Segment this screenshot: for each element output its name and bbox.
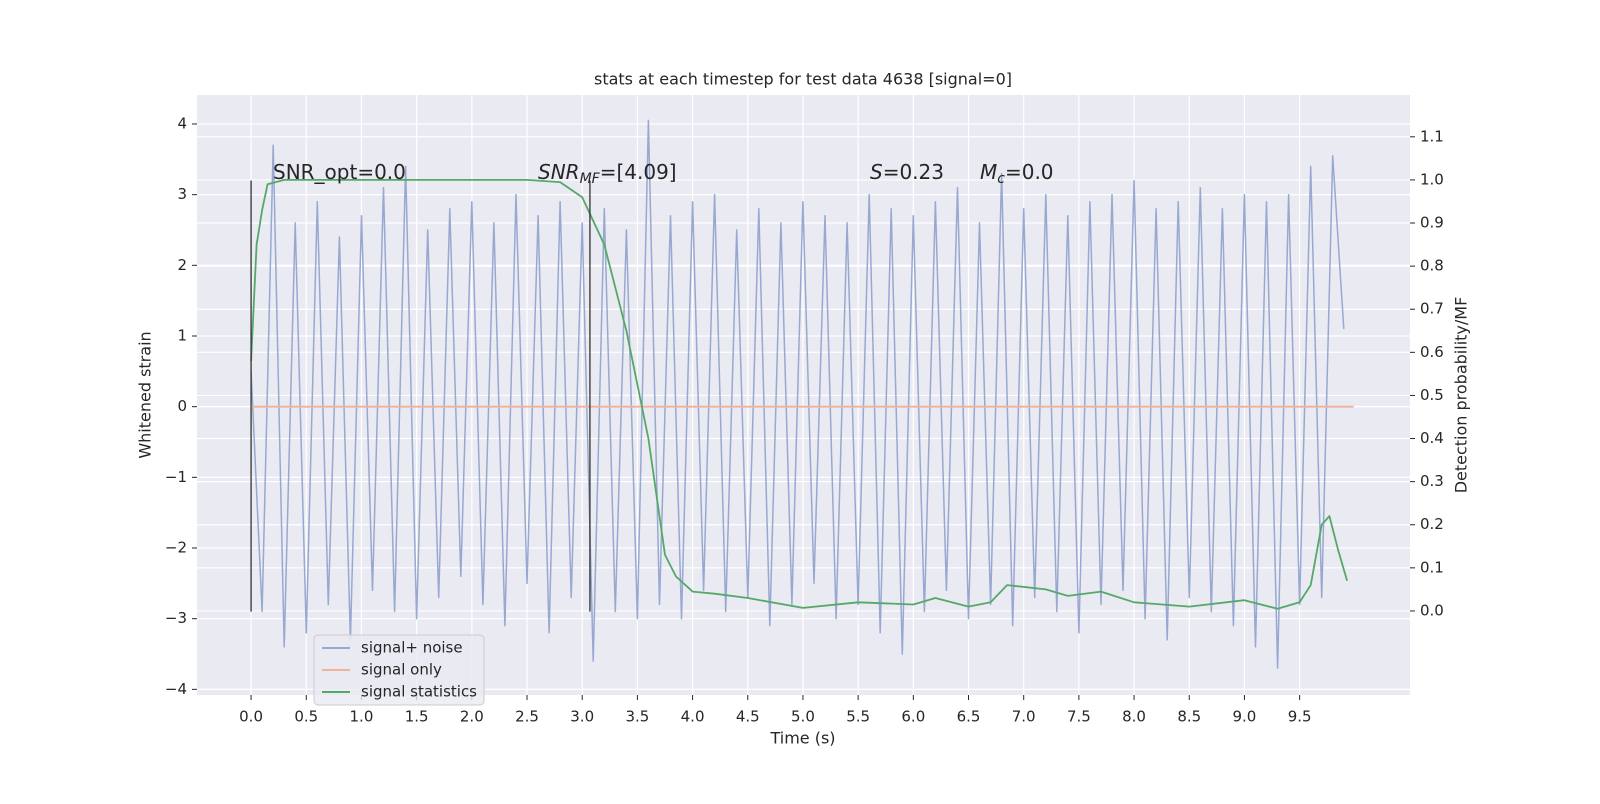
annotation-part: =0.23 bbox=[883, 160, 944, 184]
x-tick-label: 2.5 bbox=[515, 708, 539, 726]
x-tick-label: 7.0 bbox=[1012, 708, 1036, 726]
x-tick-label: 3.0 bbox=[570, 708, 594, 726]
annotation-part: S bbox=[870, 160, 883, 184]
y-tick-label: 1 bbox=[177, 326, 187, 344]
y-tick-label: 0 bbox=[177, 397, 187, 415]
legend-box bbox=[313, 634, 485, 706]
x-tick-label: 8.0 bbox=[1122, 708, 1146, 726]
annotation-part: M bbox=[980, 160, 997, 184]
y-tick-label: −4 bbox=[165, 680, 187, 698]
y-tick-label: −2 bbox=[165, 539, 187, 557]
x-tick-label: 2.0 bbox=[460, 708, 484, 726]
annotation-part: c bbox=[997, 171, 1005, 187]
x-tick-label: 9.5 bbox=[1288, 708, 1312, 726]
x-tick-label: 1.0 bbox=[350, 708, 374, 726]
x-tick-label: 4.5 bbox=[736, 708, 760, 726]
x-tick-label: 5.5 bbox=[846, 708, 870, 726]
annotation: S=0.23 bbox=[870, 160, 944, 184]
y2-tick-label: 0.7 bbox=[1420, 300, 1444, 318]
y2-axis-label: Detection probability/MF bbox=[1452, 297, 1471, 494]
y2-tick-label: 0.8 bbox=[1420, 257, 1444, 275]
annotation-part: SNR_opt=0.0 bbox=[273, 160, 406, 184]
y-tick-label: −1 bbox=[165, 468, 187, 486]
y-tick-label: 3 bbox=[177, 185, 187, 203]
x-tick-label: 7.5 bbox=[1067, 708, 1091, 726]
x-tick-label: 9.0 bbox=[1233, 708, 1257, 726]
annotation-part: MF bbox=[580, 171, 601, 187]
annotation: Mc=0.0 bbox=[980, 160, 1054, 188]
y2-tick-label: 0.5 bbox=[1420, 386, 1444, 404]
annotation: SNR_opt=0.0 bbox=[273, 160, 406, 184]
annotation-part: =[4.09] bbox=[600, 160, 677, 184]
x-tick-label: 6.0 bbox=[901, 708, 925, 726]
legend-label: signal only bbox=[361, 661, 442, 679]
legend-label: signal+ noise bbox=[361, 639, 463, 657]
x-tick-label: 3.5 bbox=[625, 708, 649, 726]
series-line bbox=[250, 179, 1348, 610]
y2-tick-label: 0.6 bbox=[1420, 343, 1444, 361]
y2-tick-label: 0.1 bbox=[1420, 558, 1444, 576]
x-tick-label: 6.5 bbox=[957, 708, 981, 726]
annotation-part: =0.0 bbox=[1005, 160, 1054, 184]
marks bbox=[250, 119, 1354, 669]
annotation-part: SNR bbox=[538, 160, 580, 184]
x-tick-label: 8.5 bbox=[1177, 708, 1201, 726]
y2-tick-label: 0.0 bbox=[1420, 601, 1444, 619]
y2-tick-label: 0.4 bbox=[1420, 429, 1444, 447]
y2-tick-label: 1.1 bbox=[1420, 127, 1444, 145]
x-tick-label: 4.0 bbox=[681, 708, 705, 726]
y2-tick-label: 0.3 bbox=[1420, 472, 1444, 490]
x-tick-label: 0.5 bbox=[294, 708, 318, 726]
x-tick-label: 5.0 bbox=[791, 708, 815, 726]
y2-tick-label: 1.0 bbox=[1420, 170, 1444, 188]
y-tick-label: 2 bbox=[177, 256, 187, 274]
y-axis-label: Whitened strain bbox=[136, 331, 155, 458]
y-tick-label: −3 bbox=[165, 609, 187, 627]
series-line bbox=[250, 119, 1345, 669]
x-axis-label: Time (s) bbox=[769, 729, 835, 748]
annotation: SNRMF=[4.09] bbox=[538, 160, 677, 188]
y2-tick-label: 0.2 bbox=[1420, 515, 1444, 533]
y-tick-label: 4 bbox=[177, 114, 187, 132]
x-tick-label: 0.0 bbox=[239, 708, 263, 726]
chart-title: stats at each timestep for test data 463… bbox=[594, 70, 1012, 89]
x-tick-label: 1.5 bbox=[405, 708, 429, 726]
legend-label: signal statistics bbox=[361, 683, 477, 701]
y2-tick-label: 0.9 bbox=[1420, 214, 1444, 232]
